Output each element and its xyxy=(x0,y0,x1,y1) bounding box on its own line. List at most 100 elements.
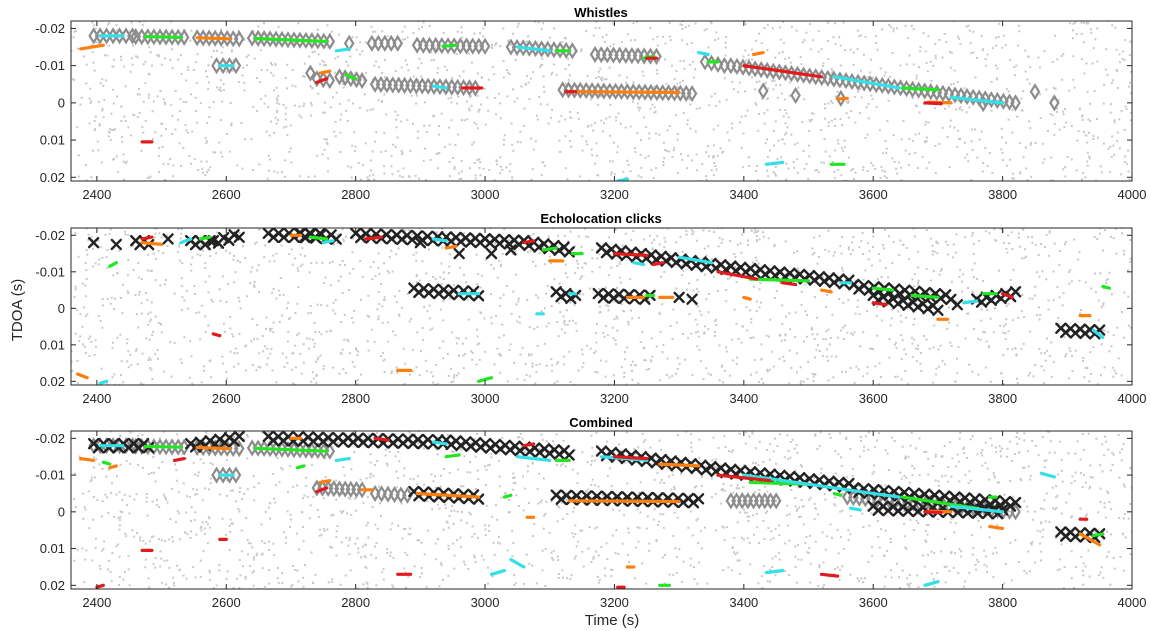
noise-point xyxy=(978,138,981,141)
noise-point xyxy=(359,259,362,262)
noise-point xyxy=(407,431,410,433)
noise-point xyxy=(736,356,739,359)
noise-point xyxy=(99,246,102,249)
noise-point xyxy=(398,289,401,292)
noise-point xyxy=(422,159,425,162)
noise-point xyxy=(707,311,710,314)
noise-point xyxy=(1048,451,1051,454)
noise-point xyxy=(119,374,122,377)
noise-point xyxy=(994,446,997,449)
detection-x-mark xyxy=(912,301,924,313)
noise-point xyxy=(1031,241,1034,244)
noise-point xyxy=(501,169,504,172)
noise-point xyxy=(1005,88,1008,91)
noise-point xyxy=(80,96,83,99)
noise-point xyxy=(536,345,539,348)
noise-point xyxy=(111,128,114,131)
noise-point xyxy=(986,53,989,56)
noise-point xyxy=(888,82,891,85)
noise-point xyxy=(734,265,737,268)
noise-point xyxy=(618,300,621,303)
noise-point xyxy=(316,154,319,157)
noise-point xyxy=(535,114,538,117)
noise-point xyxy=(1011,108,1014,111)
noise-point xyxy=(73,78,76,81)
noise-point xyxy=(543,342,546,345)
noise-point xyxy=(366,179,369,181)
noise-point xyxy=(242,245,245,248)
noise-point xyxy=(110,491,113,494)
noise-point xyxy=(700,313,703,316)
noise-point xyxy=(808,144,811,147)
noise-point xyxy=(705,466,708,469)
noise-point xyxy=(696,169,699,172)
noise-point xyxy=(712,436,715,439)
noise-point xyxy=(149,358,152,361)
noise-point xyxy=(699,360,702,363)
noise-point xyxy=(619,281,622,284)
noise-point xyxy=(384,150,387,153)
noise-point xyxy=(338,102,341,105)
noise-point xyxy=(757,129,760,132)
noise-point xyxy=(258,228,261,231)
noise-point xyxy=(383,371,386,374)
noise-point xyxy=(294,344,297,347)
noise-point xyxy=(1128,54,1131,57)
noise-point xyxy=(719,147,722,150)
noise-point xyxy=(102,84,105,87)
detection-diamond xyxy=(127,27,138,45)
noise-point xyxy=(727,566,730,569)
noise-point xyxy=(634,452,637,455)
noise-point xyxy=(691,450,694,453)
noise-point xyxy=(503,228,506,230)
noise-point xyxy=(783,98,786,101)
noise-point xyxy=(814,434,817,437)
noise-point xyxy=(127,258,130,261)
noise-point xyxy=(255,241,258,244)
noise-point xyxy=(122,178,125,181)
noise-point xyxy=(111,347,114,350)
noise-point xyxy=(764,81,767,84)
noise-point xyxy=(1070,550,1073,553)
noise-point xyxy=(833,170,836,173)
noise-point xyxy=(811,247,814,250)
noise-point xyxy=(661,556,664,559)
noise-point xyxy=(867,117,870,120)
noise-point xyxy=(615,529,618,532)
noise-point xyxy=(784,133,787,136)
noise-point xyxy=(1064,355,1067,358)
noise-point xyxy=(495,160,498,163)
noise-point xyxy=(581,135,584,138)
noise-point xyxy=(138,290,141,293)
noise-point xyxy=(1088,155,1091,158)
noise-point xyxy=(675,241,678,244)
noise-point xyxy=(266,177,269,180)
noise-point xyxy=(916,344,919,347)
noise-point xyxy=(689,557,692,560)
noise-point xyxy=(453,374,456,377)
noise-point xyxy=(416,137,419,140)
noise-point xyxy=(857,579,860,582)
noise-point xyxy=(723,369,726,372)
noise-point xyxy=(1061,304,1064,307)
noise-point xyxy=(247,54,250,57)
noise-point xyxy=(365,235,368,238)
noise-point xyxy=(639,153,642,156)
noise-point xyxy=(1097,511,1100,514)
noise-point xyxy=(270,327,273,330)
noise-point xyxy=(618,443,621,446)
noise-point xyxy=(409,149,412,152)
noise-point xyxy=(228,549,231,552)
noise-point xyxy=(187,131,190,134)
track-segment xyxy=(962,299,979,305)
noise-point xyxy=(582,293,585,296)
noise-point xyxy=(804,310,807,313)
noise-point xyxy=(420,349,423,352)
noise-point xyxy=(1072,22,1075,25)
noise-point xyxy=(1002,34,1005,37)
noise-point xyxy=(502,60,505,63)
noise-point xyxy=(225,371,228,374)
noise-point xyxy=(1113,121,1116,124)
noise-point xyxy=(143,21,146,23)
noise-point xyxy=(269,158,272,161)
